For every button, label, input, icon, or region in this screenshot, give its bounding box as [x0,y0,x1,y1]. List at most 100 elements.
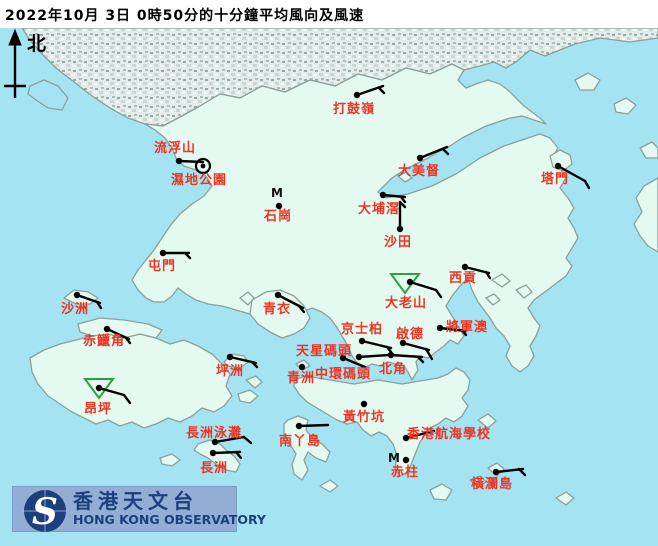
missing-data-marker: M [271,186,283,200]
station-dot [402,434,410,442]
station-dot [295,422,303,430]
station-label-lau-fau-shan[interactable]: 流浮山 [154,141,197,156]
basemap: 北 [4,28,658,506]
station-dot [402,456,410,464]
station-peng-chau [226,353,259,369]
hko-name-zh: 香港天文台 [73,489,198,513]
wind-barb [583,179,591,190]
wind-barb [556,164,587,183]
calm-wind-icon [194,157,212,175]
station-label-tap-mun[interactable]: 塔門 [541,172,570,187]
station-label-chek-lap-kok[interactable]: 赤鱲角 [83,334,126,349]
wind-barb [484,270,492,280]
station-lau-fau-shan [175,157,205,165]
svg-text:S: S [32,491,58,533]
station-label-kai-tak[interactable]: 啟德 [396,327,425,342]
station-label-ngong-ping[interactable]: 昂坪 [84,402,113,417]
shenzhen-bay [27,79,69,111]
hko-name-en: HONG KONG OBSERVATORY [73,512,266,527]
wind-barb [377,86,386,95]
station-dot [387,351,395,359]
station-waglan-island [492,467,527,477]
station-label-central-pier[interactable]: 中環碼頭 [315,367,372,382]
north-label: 北 [27,33,46,55]
station-label-cheung-chau-beach[interactable]: 長洲泳灘 [186,426,243,441]
station-dot [275,202,283,210]
wind-barb [416,355,425,364]
missing-data-marker: M [388,451,400,465]
station-label-north-point[interactable]: 北角 [379,362,408,377]
station-dot [358,337,366,345]
station-label-tseung-kwan-o[interactable]: 將軍澳 [446,320,489,335]
calm-wind-dot [200,163,206,169]
land-lamma [283,415,331,481]
station-dot [355,353,363,361]
station-tuen-mun [159,249,192,260]
station-wetland-park [194,157,212,175]
station-dot [360,400,368,408]
station-label-tsing-yi[interactable]: 青衣 [263,302,292,317]
station-label-sha-chau[interactable]: 沙洲 [61,302,90,317]
stations-layer: MM [73,84,591,477]
station-label-shek-kong[interactable]: 石崗 [264,209,293,224]
wind-barb [401,341,431,352]
station-label-lamma-island[interactable]: 南丫島 [279,434,322,449]
station-label-waglan-island[interactable]: 橫瀾島 [471,477,514,492]
station-dot [492,468,500,476]
wind-barb [95,300,103,310]
station-label-sha-tin[interactable]: 沙田 [384,235,413,250]
wind-barb [97,386,126,397]
station-labels-layer: 打鼓嶺流浮山濕地公園 大美督塔門石崗 大埔滘沙田屯門西貢大老山 沙洲 青衣赤鱲角 京士柏啟… [0,28,658,546]
wind-barb [408,280,438,292]
station-tai-po-kau [379,191,407,204]
station-dot [103,325,111,333]
station-tsing-yi [274,291,306,314]
wind-barb [183,251,192,260]
station-dot [339,354,347,362]
station-label-hk-sea-school[interactable]: 香港航海學校 [407,427,492,442]
station-dot [175,157,183,165]
station-dot [416,154,424,162]
station-dot [406,278,414,286]
wind-barb [177,159,205,164]
station-sha-tin [396,200,407,233]
station-label-sai-kung[interactable]: 西貢 [449,271,478,286]
station-dot [298,363,306,371]
station-label-stanley[interactable]: 赤柱 [391,465,420,480]
station-label-wong-chuk-hang[interactable]: 黃竹坑 [343,410,386,425]
station-dot [95,384,103,392]
station-label-ta-kwu-ling[interactable]: 打鼓嶺 [333,102,376,117]
station-sha-chau [73,291,103,310]
wind-barb [434,288,443,299]
station-label-star-ferry[interactable]: 天星碼頭 [296,344,353,359]
land-hk-island [293,367,471,477]
station-label-peng-chau[interactable]: 坪洲 [216,364,245,379]
station-hk-sea-school [402,429,436,442]
wind-barb [398,200,407,209]
station-label-wetland-park[interactable]: 濕地公園 [171,173,228,188]
wind-barb [213,435,246,444]
station-label-cheung-chau[interactable]: 長洲 [200,461,229,476]
station-dot [396,225,404,233]
station-cheung-chau [209,449,243,460]
station-label-tai-mei-tuk[interactable]: 大美督 [398,164,441,179]
station-kai-tak [399,339,434,361]
station-dot [379,191,387,199]
wind-barb [424,347,434,361]
station-cheung-chau-beach [211,435,253,446]
station-label-tuen-mun[interactable]: 屯門 [148,259,177,274]
station-label-tates-cairn[interactable]: 大老山 [385,296,428,311]
station-label-tai-po-kau[interactable]: 大埔滘 [358,202,401,217]
station-label-green-island[interactable]: 青洲 [287,371,316,386]
wind-barb [399,195,407,204]
station-green-island [298,363,306,371]
hko-logo-banner[interactable]: S 香港天文台 HONG KONG OBSERVATORY [12,486,266,533]
station-label-kings-park[interactable]: 京士柏 [341,322,384,337]
station-star-ferry [355,353,391,361]
land-airport [77,317,163,339]
wind-barb [341,356,367,369]
wind-barb [242,435,253,445]
page-title: 2022年10月 3日 0時50分的十分鐘平均風向及風速 [5,8,365,24]
